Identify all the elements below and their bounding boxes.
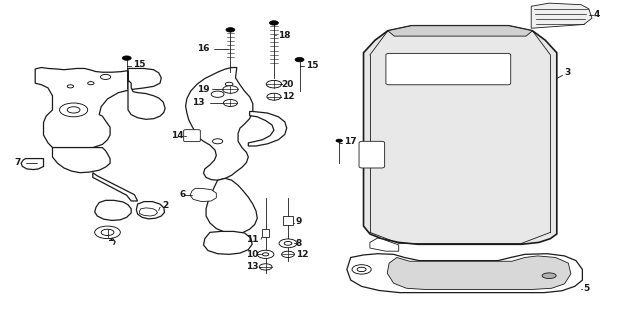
FancyBboxPatch shape bbox=[184, 130, 200, 142]
Text: 16: 16 bbox=[197, 44, 210, 53]
Polygon shape bbox=[206, 178, 257, 234]
Circle shape bbox=[225, 82, 233, 86]
Polygon shape bbox=[531, 3, 592, 28]
Circle shape bbox=[212, 139, 223, 144]
Polygon shape bbox=[347, 254, 582, 293]
Polygon shape bbox=[204, 231, 252, 254]
Polygon shape bbox=[186, 68, 253, 180]
Text: 11: 11 bbox=[246, 235, 259, 244]
Circle shape bbox=[67, 107, 80, 113]
Polygon shape bbox=[190, 188, 216, 202]
Circle shape bbox=[269, 21, 278, 25]
Text: 9: 9 bbox=[296, 217, 302, 226]
Text: 19: 19 bbox=[197, 85, 210, 94]
Text: 3: 3 bbox=[564, 68, 571, 77]
Circle shape bbox=[223, 100, 237, 106]
Circle shape bbox=[262, 253, 269, 256]
Circle shape bbox=[88, 82, 94, 85]
Polygon shape bbox=[140, 208, 157, 216]
Text: 13: 13 bbox=[192, 99, 205, 107]
FancyBboxPatch shape bbox=[359, 141, 385, 168]
Circle shape bbox=[101, 229, 114, 236]
Circle shape bbox=[284, 241, 292, 245]
Circle shape bbox=[336, 139, 342, 142]
Circle shape bbox=[352, 265, 371, 274]
Bar bbox=[262, 229, 269, 237]
Polygon shape bbox=[93, 173, 138, 201]
Text: 10: 10 bbox=[246, 250, 259, 259]
Circle shape bbox=[295, 57, 304, 62]
Polygon shape bbox=[52, 148, 110, 173]
Circle shape bbox=[211, 91, 224, 97]
Circle shape bbox=[279, 239, 297, 248]
Text: HONDA: HONDA bbox=[428, 64, 468, 74]
Text: 18: 18 bbox=[278, 31, 291, 40]
Bar bbox=[283, 216, 293, 225]
Text: 14: 14 bbox=[172, 131, 184, 139]
FancyBboxPatch shape bbox=[386, 53, 511, 85]
Polygon shape bbox=[364, 26, 557, 244]
Text: 13: 13 bbox=[246, 263, 259, 271]
Polygon shape bbox=[136, 202, 164, 219]
Ellipse shape bbox=[542, 273, 556, 279]
Circle shape bbox=[95, 226, 120, 239]
Circle shape bbox=[223, 86, 238, 93]
Circle shape bbox=[259, 264, 272, 270]
Circle shape bbox=[257, 250, 274, 258]
Circle shape bbox=[282, 251, 294, 257]
Polygon shape bbox=[387, 256, 571, 290]
Polygon shape bbox=[128, 71, 165, 119]
Text: 12: 12 bbox=[282, 92, 294, 101]
Text: 6: 6 bbox=[179, 190, 186, 198]
Circle shape bbox=[357, 267, 366, 272]
Text: 2: 2 bbox=[162, 202, 168, 210]
Text: 4: 4 bbox=[594, 10, 600, 19]
Polygon shape bbox=[388, 26, 532, 36]
Polygon shape bbox=[95, 200, 131, 220]
Text: 1: 1 bbox=[108, 234, 114, 242]
Circle shape bbox=[226, 28, 235, 32]
Circle shape bbox=[60, 103, 88, 117]
Circle shape bbox=[67, 85, 74, 88]
Text: 12: 12 bbox=[296, 250, 308, 259]
Text: 15: 15 bbox=[306, 62, 319, 70]
Text: 17: 17 bbox=[344, 137, 357, 146]
Text: 15: 15 bbox=[133, 60, 146, 69]
Polygon shape bbox=[35, 68, 161, 148]
Circle shape bbox=[122, 56, 131, 60]
Text: 5: 5 bbox=[584, 284, 590, 293]
Text: 8: 8 bbox=[296, 239, 302, 248]
Text: 7: 7 bbox=[14, 158, 20, 167]
Polygon shape bbox=[248, 111, 287, 146]
Polygon shape bbox=[370, 238, 399, 251]
Circle shape bbox=[267, 93, 281, 100]
Circle shape bbox=[266, 80, 282, 88]
Polygon shape bbox=[21, 159, 44, 170]
Text: 20: 20 bbox=[282, 80, 294, 89]
Circle shape bbox=[100, 74, 111, 79]
